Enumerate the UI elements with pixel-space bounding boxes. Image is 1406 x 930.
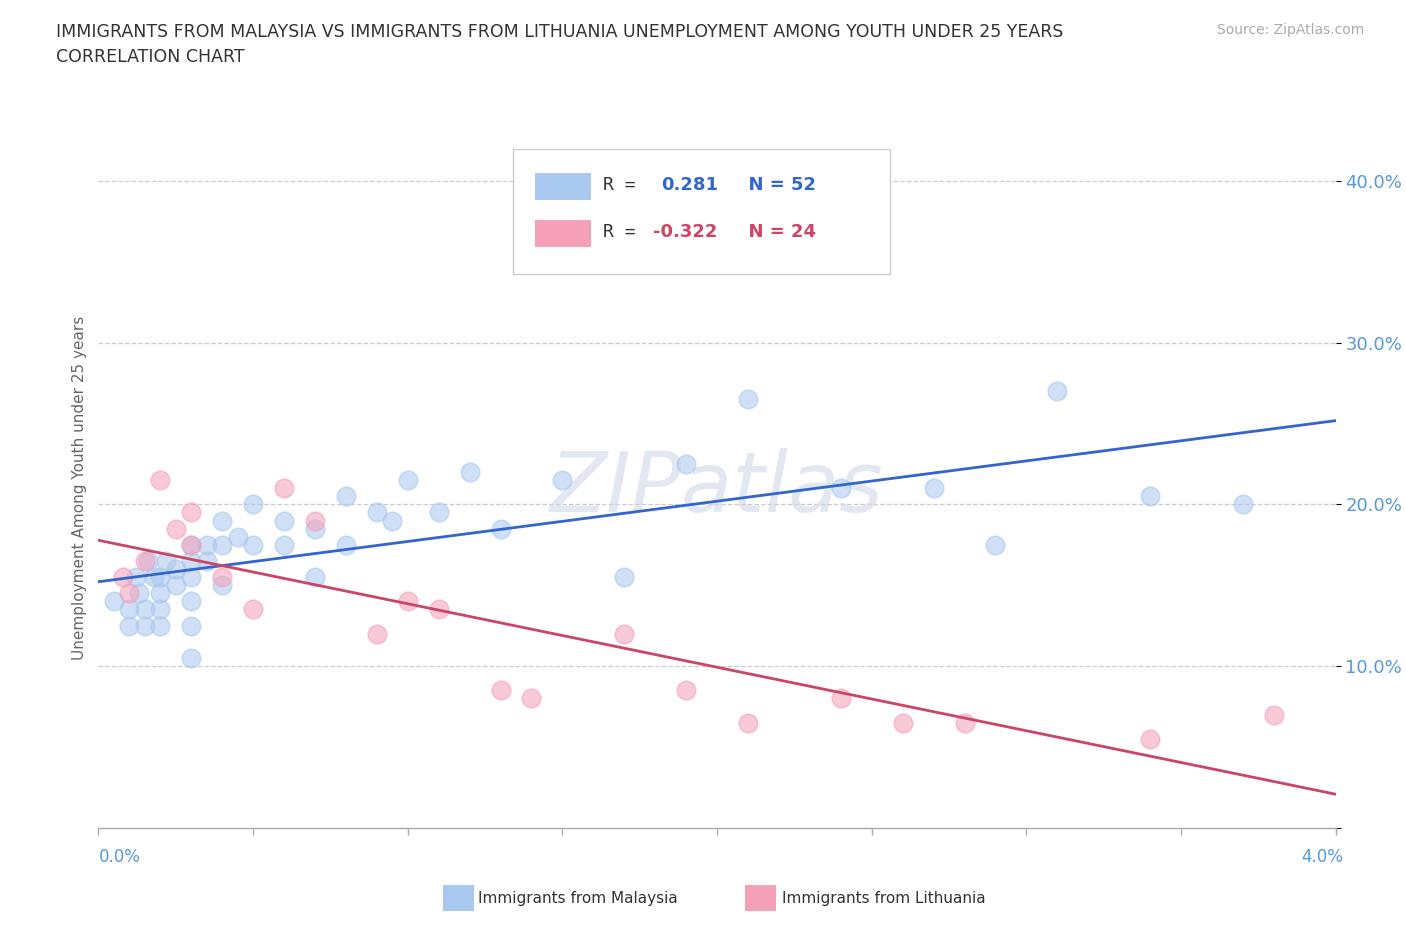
Text: N = 24: N = 24 (735, 223, 815, 241)
Point (396, 472, 419, 487)
Text: R =: R = (603, 176, 658, 193)
Point (675, 683, 697, 698)
Point (830, 691, 852, 706)
Point (366, 505, 388, 520)
Point (427, 505, 450, 520)
Point (103, 594, 125, 609)
Point (149, 472, 172, 487)
Point (304, 521, 326, 536)
Point (211, 538, 233, 552)
Point (180, 570, 202, 585)
Point (335, 538, 357, 552)
Point (149, 618, 172, 633)
Point (427, 602, 450, 617)
Point (165, 562, 187, 577)
Point (366, 626, 388, 641)
Text: IMMIGRANTS FROM MALAYSIA VS IMMIGRANTS FROM LITHUANIA UNEMPLOYMENT AMONG YOUTH U: IMMIGRANTS FROM MALAYSIA VS IMMIGRANTS F… (56, 23, 1063, 41)
Point (128, 586, 150, 601)
Point (124, 570, 146, 585)
Point (458, 465, 481, 480)
Point (165, 578, 187, 592)
Text: 0.281: 0.281 (661, 176, 718, 193)
Point (304, 570, 326, 585)
Point (155, 553, 177, 568)
Point (891, 715, 914, 730)
Text: N = 52: N = 52 (735, 176, 815, 193)
Point (1046, 384, 1069, 399)
FancyBboxPatch shape (536, 220, 591, 247)
Point (1263, 707, 1285, 722)
Text: 4.0%: 4.0% (1301, 848, 1343, 866)
Point (304, 513, 326, 528)
Point (489, 521, 512, 536)
Point (1139, 489, 1161, 504)
FancyBboxPatch shape (536, 173, 591, 200)
Point (381, 513, 404, 528)
Point (211, 513, 233, 528)
Point (242, 602, 264, 617)
Point (242, 538, 264, 552)
Point (335, 489, 357, 504)
Point (165, 521, 187, 536)
Point (180, 594, 202, 609)
Point (737, 392, 759, 406)
Point (134, 553, 156, 568)
Point (953, 715, 976, 730)
Point (180, 553, 202, 568)
Point (613, 570, 636, 585)
Point (195, 553, 218, 568)
Point (737, 715, 759, 730)
Point (396, 594, 419, 609)
Point (984, 538, 1007, 552)
Point (180, 618, 202, 633)
Point (180, 651, 202, 666)
Point (149, 570, 172, 585)
Point (489, 683, 512, 698)
Point (118, 618, 141, 633)
FancyBboxPatch shape (513, 149, 890, 274)
Text: Immigrants from Lithuania: Immigrants from Lithuania (782, 891, 986, 906)
Text: Immigrants from Malaysia: Immigrants from Malaysia (478, 891, 678, 906)
Point (149, 586, 172, 601)
Y-axis label: Unemployment Among Youth under 25 years: Unemployment Among Youth under 25 years (72, 316, 87, 660)
Point (195, 538, 218, 552)
Point (613, 626, 636, 641)
Point (211, 570, 233, 585)
Point (520, 691, 543, 706)
Point (273, 538, 295, 552)
Point (118, 586, 141, 601)
Text: 0.0%: 0.0% (98, 848, 141, 866)
Point (1232, 497, 1254, 512)
Point (242, 497, 264, 512)
Text: CORRELATION CHART: CORRELATION CHART (56, 48, 245, 66)
Point (180, 505, 202, 520)
Point (112, 570, 135, 585)
Point (1139, 731, 1161, 746)
Point (134, 618, 156, 633)
Text: Source: ZipAtlas.com: Source: ZipAtlas.com (1216, 23, 1364, 37)
Point (226, 529, 249, 544)
Point (830, 481, 852, 496)
Point (211, 578, 233, 592)
Point (149, 602, 172, 617)
Point (675, 457, 697, 472)
Point (180, 538, 202, 552)
Point (136, 553, 159, 568)
Point (551, 472, 574, 487)
Text: ZIPatlas: ZIPatlas (550, 447, 884, 529)
Point (273, 481, 295, 496)
Point (922, 481, 945, 496)
Point (273, 513, 295, 528)
Point (180, 538, 202, 552)
Text: R =: R = (603, 223, 647, 241)
Point (134, 602, 156, 617)
Point (143, 570, 166, 585)
Point (118, 602, 141, 617)
Text: -0.322: -0.322 (652, 223, 717, 241)
